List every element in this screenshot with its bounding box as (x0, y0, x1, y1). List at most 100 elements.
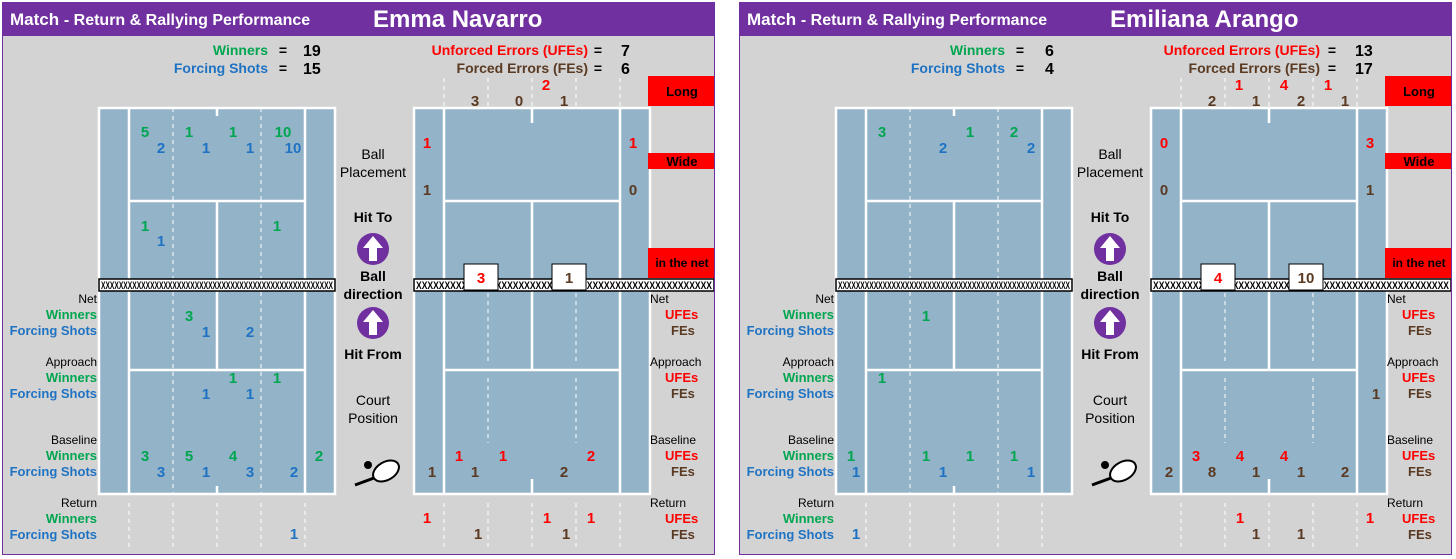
winners-count: 6 (1045, 43, 1054, 60)
legend-court: Court (356, 392, 390, 408)
stat-winners: 1 (141, 218, 149, 235)
stat-winners: 1 (229, 124, 237, 141)
forcing-count: 4 (1045, 61, 1054, 78)
wide-fe: 0 (629, 182, 637, 199)
long-ufe: 4 (1280, 77, 1289, 94)
stat-fe: 1 (471, 464, 479, 481)
stat-winners: 1 (966, 448, 974, 465)
long-fe: 1 (1341, 93, 1349, 110)
eq-sign: = (1016, 60, 1024, 76)
row-forcing: Forcing Shots (10, 323, 97, 338)
net-ufe-count: 4 (1214, 270, 1223, 287)
row-label-baseline: Baseline (788, 433, 834, 447)
legend-hit-to: Hit To (1091, 209, 1130, 225)
row-label-return: Return (1387, 496, 1423, 510)
stat-fe: 1 (474, 526, 482, 543)
errors-court: XXXXXXXXXXXXXXXXXXXXXXXXXXXXXXXXXXXXXXXX… (412, 78, 714, 548)
eq-sign: = (1328, 60, 1336, 76)
stat-forcing: 2 (157, 140, 165, 157)
long-fe: 1 (1252, 93, 1260, 110)
fe-count: 6 (621, 61, 630, 78)
row-forcing: Forcing Shots (747, 527, 834, 542)
long-label: Long (666, 84, 698, 99)
legend-hit-from: Hit From (344, 346, 402, 362)
legend-direction: direction (1080, 286, 1139, 302)
stat-winners: 2 (315, 448, 323, 465)
wide-badge (1385, 153, 1451, 169)
row-winners: Winners (46, 448, 97, 463)
stat-fe: 1 (562, 526, 570, 543)
stat-winners: 1 (1010, 448, 1018, 465)
stat-ufe: 1 (455, 448, 463, 465)
legend-placement: Placement (340, 164, 406, 180)
stat-winners: 1 (922, 308, 930, 325)
eq-sign: = (1328, 42, 1336, 58)
stat-winners: 1 (922, 448, 930, 465)
legend-court: Court (1093, 392, 1127, 408)
stat-forcing: 1 (202, 140, 210, 157)
winners-court: XXXXXXXXXXXXXXXXXXXXXXXXXXXXXXXXXXXXXXXX… (97, 106, 337, 548)
long-fe: 2 (1297, 93, 1305, 110)
wide-fe: 1 (1366, 182, 1374, 199)
stat-forcing: 1 (852, 464, 860, 481)
stat-forcing: 1 (157, 233, 165, 250)
row-label-net: Net (815, 292, 834, 306)
legend-ball-dir: Ball (1097, 268, 1123, 284)
stat-ufe: 1 (423, 510, 431, 527)
wide-ufe: 3 (1366, 135, 1374, 152)
row-label-net: Net (650, 292, 669, 306)
row-label-approach: Approach (1387, 355, 1438, 369)
arrow-up-icon (357, 233, 389, 265)
tennis-racket-icon (1091, 459, 1137, 487)
stat-ufe: 2 (587, 448, 595, 465)
long-badge (1385, 76, 1451, 106)
eq-sign: = (279, 60, 287, 76)
row-forcing: Forcing Shots (747, 386, 834, 401)
wide-ufe: 0 (1160, 135, 1168, 152)
row-fes: FEs (1408, 527, 1432, 542)
stat-winners: 4 (229, 448, 238, 465)
row-ufes: UFEs (665, 307, 698, 322)
row-label-baseline: Baseline (1387, 433, 1433, 447)
stat-forcing: 2 (290, 464, 298, 481)
long-badge (648, 76, 714, 106)
row-label-return: Return (650, 496, 686, 510)
panel-left: Match - Return & Rallying Performance Em… (2, 2, 715, 555)
stat-fe: 1 (1297, 464, 1305, 481)
legend-ball-dir: Ball (360, 268, 386, 284)
arrow-up-icon (1094, 307, 1126, 339)
row-label-net: Net (78, 292, 97, 306)
stat-forcing: 1 (1027, 464, 1035, 481)
fe-label: Forced Errors (FEs) (1189, 60, 1320, 76)
stat-ufe: 1 (499, 448, 507, 465)
net-label: in the net (1392, 256, 1445, 270)
row-label-return: Return (798, 496, 834, 510)
row-label-approach: Approach (650, 355, 701, 369)
net-badge (1385, 248, 1451, 278)
stat-fe: 8 (1208, 464, 1216, 481)
panel-title: Match - Return & Rallying Performance (747, 10, 1048, 29)
stat-winners: 5 (141, 124, 149, 141)
wide-fe: 1 (423, 182, 431, 199)
stat-winners: 10 (275, 124, 292, 141)
legend-position: Position (1085, 410, 1135, 426)
stat-ufe: 4 (1280, 448, 1289, 465)
row-ufes: UFEs (665, 511, 698, 526)
row-label-baseline: Baseline (51, 433, 97, 447)
stat-forcing: 3 (157, 464, 165, 481)
row-forcing: Forcing Shots (10, 464, 97, 479)
net-ufe-count: 3 (477, 270, 485, 287)
stat-winners: 3 (141, 448, 149, 465)
eq-sign: = (594, 42, 602, 58)
stat-forcing: 3 (246, 464, 254, 481)
legend-position: Position (348, 410, 398, 426)
stat-forcing: 1 (246, 140, 254, 157)
net-band: XXXXXXXXXXXXXXXXXXXXXXXXXXXXXXXXXXXXXXXX… (101, 280, 333, 292)
row-fes: FEs (1408, 464, 1432, 479)
forcing-label: Forcing Shots (911, 60, 1005, 76)
long-label: Long (1403, 84, 1435, 99)
row-winners: Winners (46, 370, 97, 385)
row-label-approach: Approach (46, 355, 97, 369)
row-fes: FEs (671, 527, 695, 542)
row-fes: FEs (671, 323, 695, 338)
